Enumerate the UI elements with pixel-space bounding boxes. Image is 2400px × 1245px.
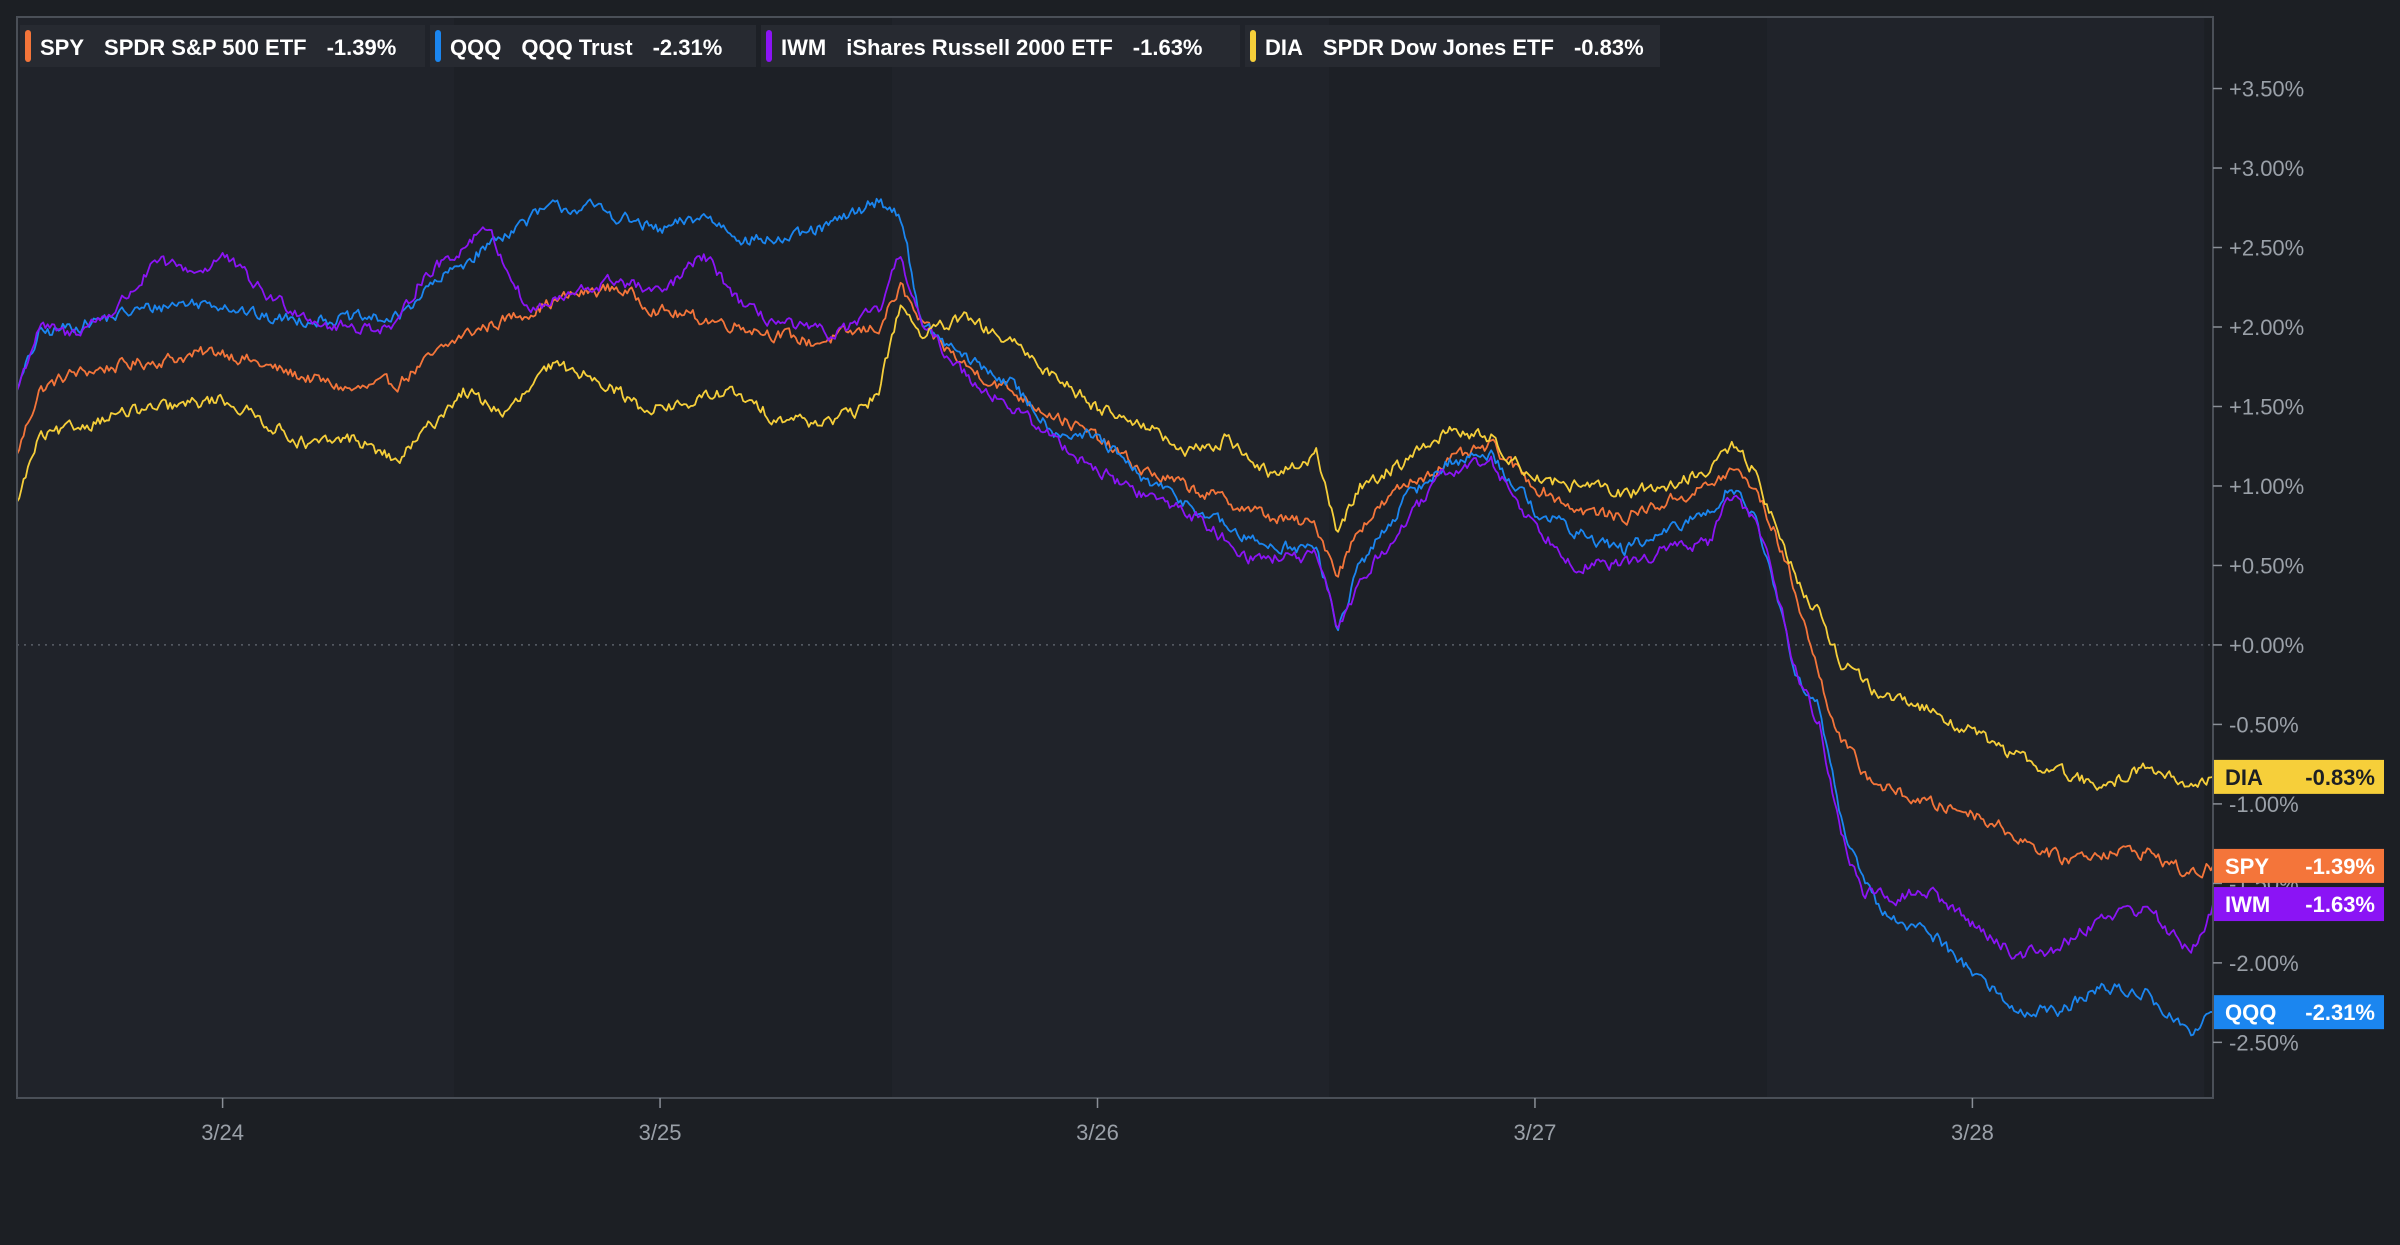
y-tick-label: +0.00% — [2229, 633, 2304, 658]
day-band — [1766, 17, 2205, 1098]
series-lines — [16, 197, 2214, 1037]
legend-item-iwm[interactable]: IWM iShares Russell 2000 ETF -1.63% — [761, 25, 1240, 67]
x-tick-label: 3/27 — [1514, 1120, 1557, 1145]
legend-item-dia[interactable]: DIA SPDR Dow Jones ETF -0.83% — [1245, 25, 1660, 67]
end-label-bg — [2214, 887, 2384, 922]
y-axis: +3.50% +3.00% +2.50% +2.00% +1.50% +1.00% +0.5… — [2213, 77, 2304, 1055]
day-band — [17, 17, 455, 1098]
y-tick-label: +2.50% — [2229, 236, 2304, 261]
end-label-bg — [2214, 759, 2384, 794]
end-label-spy: SPY -1.39% — [2214, 848, 2384, 883]
x-tick-label: 3/26 — [1076, 1120, 1119, 1145]
end-label-iwm: IWM -1.63% — [2214, 887, 2384, 922]
y-tick-label: -2.50% — [2229, 1030, 2299, 1055]
day-band — [891, 17, 1330, 1098]
legend-color-swatch — [1250, 30, 1256, 62]
legend-change: -1.39% — [327, 35, 397, 60]
y-tick-label: -2.00% — [2229, 951, 2299, 976]
x-axis: 3/24 3/25 3/26 3/27 3/28 — [201, 1098, 1994, 1145]
day-band — [454, 17, 892, 1098]
legend-change: -0.83% — [1574, 35, 1644, 60]
day-band — [1329, 17, 1767, 1098]
legend-color-swatch — [25, 30, 31, 62]
legend-item-bg — [20, 25, 425, 67]
y-tick-label: +3.00% — [2229, 156, 2304, 181]
x-tick-label: 3/28 — [1951, 1120, 1994, 1145]
legend-item-bg — [761, 25, 1240, 67]
legend-ticker: SPY — [40, 35, 84, 60]
end-labels: SPY -1.39% QQQ -2.31% IWM -1.63% DIA -0.83% — [2214, 759, 2384, 1030]
day-bands — [17, 17, 2205, 1098]
end-label-value: -1.39% — [2305, 854, 2375, 879]
legend-ticker: QQQ — [450, 35, 501, 60]
legend-name: SPDR Dow Jones ETF — [1323, 35, 1554, 60]
legend-change: -2.31% — [653, 35, 723, 60]
end-label-dia: DIA -0.83% — [2214, 759, 2384, 794]
end-label-ticker: DIA — [2225, 765, 2263, 790]
end-label-ticker: QQQ — [2225, 1000, 2276, 1025]
series-line-dia — [16, 304, 2214, 791]
end-label-bg — [2214, 848, 2384, 883]
legend-ticker: DIA — [1265, 35, 1303, 60]
legend-color-swatch — [766, 30, 772, 62]
legend-item-text: QQQ QQQ Trust -2.31% — [450, 35, 722, 60]
end-label-bg — [2214, 995, 2384, 1030]
series-line-qqq — [16, 197, 2214, 1037]
y-tick-label: +1.00% — [2229, 474, 2304, 499]
y-tick-label: -0.50% — [2229, 712, 2299, 737]
y-tick-label: +0.50% — [2229, 553, 2304, 578]
y-tick-label: +1.50% — [2229, 394, 2304, 419]
series-line-iwm — [16, 226, 2214, 960]
end-label-ticker: SPY — [2225, 854, 2269, 879]
legend: SPY SPDR S&P 500 ETF -1.39% QQQ QQQ Trust -2.… — [20, 25, 1660, 67]
legend-ticker: IWM — [781, 35, 826, 60]
plot-frame — [16, 16, 2214, 1099]
legend-item-text: DIA SPDR Dow Jones ETF -0.83% — [1265, 35, 1644, 60]
y-tick-label: +3.50% — [2229, 77, 2304, 102]
end-label-value: -0.83% — [2305, 765, 2375, 790]
end-label-ticker: IWM — [2225, 892, 2270, 917]
x-tick-label: 3/25 — [639, 1120, 682, 1145]
legend-name: iShares Russell 2000 ETF — [846, 35, 1113, 60]
end-label-value: -2.31% — [2305, 1000, 2375, 1025]
legend-item-qqq[interactable]: QQQ QQQ Trust -2.31% — [430, 25, 756, 67]
legend-color-swatch — [435, 30, 441, 62]
y-tick-label: +2.00% — [2229, 315, 2304, 340]
end-label-qqq: QQQ -2.31% — [2214, 995, 2384, 1030]
legend-change: -1.63% — [1133, 35, 1203, 60]
legend-item-text: IWM iShares Russell 2000 ETF -1.63% — [781, 35, 1203, 60]
x-tick-label: 3/24 — [201, 1120, 244, 1145]
legend-item-bg — [430, 25, 756, 67]
series-line-spy — [16, 281, 2214, 879]
legend-item-bg — [1245, 25, 1660, 67]
legend-name: QQQ Trust — [521, 35, 633, 60]
legend-name: SPDR S&P 500 ETF — [104, 35, 307, 60]
legend-item-spy[interactable]: SPY SPDR S&P 500 ETF -1.39% — [20, 25, 425, 67]
y-tick-label: -1.00% — [2229, 792, 2299, 817]
end-label-value: -1.63% — [2305, 892, 2375, 917]
legend-item-text: SPY SPDR S&P 500 ETF -1.39% — [40, 35, 396, 60]
